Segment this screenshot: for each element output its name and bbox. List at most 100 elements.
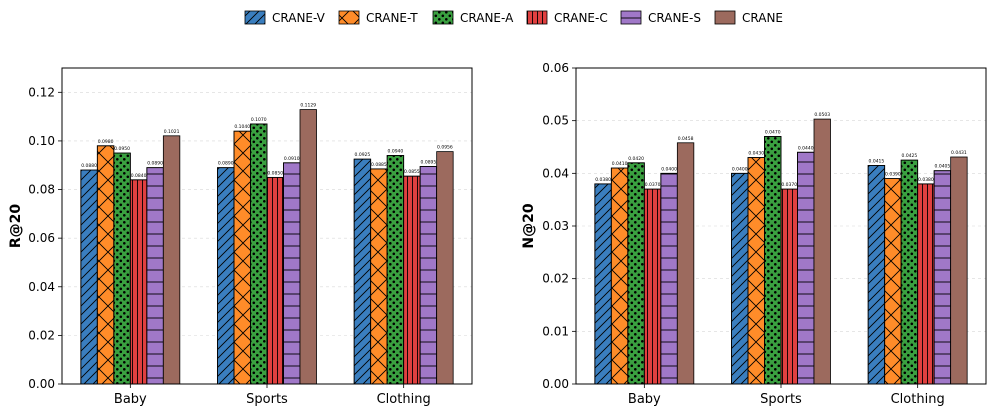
chart-panel-ndcg: 0.00 0.01 0.02 0.03 0.04 0.05 0.06 0.0380 0.0410…: [521, 61, 987, 407]
legend-label-crane-t: CRANE-T: [366, 11, 418, 25]
bar-recall-baby-crane-a-hatch: [113, 152, 131, 385]
value-label: 0.0400: [732, 166, 748, 172]
value-label: 0.0940: [388, 149, 404, 155]
value-label: 0.0890: [147, 161, 163, 167]
value-label: 0.0415: [869, 158, 885, 164]
value-label: 0.0895: [421, 159, 437, 165]
bar-recall-clothing-crane-s-hatch: [419, 166, 438, 385]
bar-recall-sports-crane-s-hatch: [283, 162, 301, 385]
y-tick-label: 0.08: [28, 183, 55, 197]
value-label: 0.1129: [300, 103, 316, 109]
bar-ndcg-sports-crane-s-hatch: [797, 151, 815, 385]
bar-ndcg-baby-crane-s-hatch: [660, 172, 678, 385]
bar-ndcg-clothing-crane-t-hatch: [884, 178, 902, 385]
value-label: 0.0400: [661, 166, 677, 172]
value-label: 0.0880: [81, 163, 97, 169]
x-tick-label-clothing: Clothing: [377, 392, 431, 407]
bar-recall-clothing-crane-t-hatch: [370, 168, 388, 385]
y-tick-label: 0.12: [28, 85, 55, 99]
bar-recall-clothing-crane-v-hatch: [353, 158, 372, 385]
legend-label-crane-c: CRANE-C: [554, 11, 608, 25]
y-tick-label: 0.02: [28, 328, 55, 342]
value-label: 0.0458: [678, 136, 694, 142]
value-label: 0.0380: [595, 177, 611, 183]
y-tick-label: 0.00: [542, 377, 569, 391]
value-label: 0.0440: [798, 145, 814, 151]
bar-ndcg-clothing-crane-v-hatch: [867, 165, 886, 385]
legend-hatch-crane-a: [433, 11, 453, 24]
bar-ndcg-sports-crane-a-hatch: [764, 136, 782, 385]
y-tick-label: 0.04: [542, 166, 569, 180]
y-tick-label: 0.02: [542, 272, 569, 286]
y-tick-label: 0.03: [542, 219, 569, 233]
bar-ndcg-sports-crane-t-hatch: [747, 157, 765, 385]
value-label: 0.0885: [371, 162, 387, 168]
x-tick-label-baby: Baby: [114, 392, 147, 407]
legend-label-crane-v: CRANE-V: [272, 11, 326, 25]
value-label: 0.0410: [612, 161, 628, 167]
value-label: 0.0405: [935, 164, 951, 170]
bar-recall-sports-crane-t-hatch: [233, 130, 251, 385]
bar-recall-sports-crane-c-hatch: [266, 176, 284, 385]
value-label: 0.0425: [902, 153, 918, 159]
bar-ndcg-clothing-crane-a-hatch: [900, 159, 919, 385]
value-label: 0.1070: [251, 117, 267, 123]
bar-ndcg-sports-crane-c-hatch: [780, 188, 798, 385]
value-label: 0.0956: [437, 145, 453, 151]
chart-panel-recall: 0.00 0.02 0.04 0.06 0.08 0.10 0.12 0.0880 0.0980…: [8, 67, 473, 407]
y-tick-label: 0.06: [542, 61, 569, 75]
value-label: 0.0890: [218, 161, 234, 167]
bar-recall-baby-crane-t-hatch: [96, 145, 115, 385]
bar-ndcg-baby-crane-c-hatch: [643, 188, 662, 385]
legend-label-crane: CRANE: [742, 11, 783, 25]
bar-ndcg-clothing-crane: [950, 156, 968, 385]
bar-recall-sports-crane-a-hatch: [250, 123, 268, 385]
bar-recall-sports-crane-v-hatch: [217, 167, 235, 385]
value-label: 0.0950: [114, 146, 130, 152]
bar-ndcg-clothing-crane-s-hatch: [933, 170, 952, 385]
bar-recall-sports-crane: [299, 109, 317, 385]
y-tick-label: 0.06: [28, 231, 55, 245]
bar-recall-baby-crane-c-hatch: [129, 179, 148, 385]
value-label: 0.0855: [404, 169, 420, 175]
bar-ndcg-sports-crane-v-hatch: [731, 172, 749, 385]
value-label: 0.0503: [814, 112, 830, 118]
plot-frame: [575, 67, 987, 385]
legend-label-crane-a: CRANE-A: [460, 11, 514, 25]
y-tick-label: 0.04: [28, 280, 55, 294]
value-label: 0.0380: [918, 177, 934, 183]
x-tick-label-clothing: Clothing: [891, 392, 945, 407]
bar-ndcg-sports-crane: [813, 118, 831, 385]
legend-swatch-crane: [714, 10, 736, 25]
value-label: 0.0420: [628, 156, 644, 162]
x-tick-label-sports: Sports: [246, 392, 288, 407]
y-tick-label: 0.05: [542, 114, 569, 128]
plot-frame: [61, 67, 473, 385]
value-label: 0.0370: [645, 182, 661, 188]
x-tick-label-baby: Baby: [628, 392, 661, 407]
value-label: 0.0470: [765, 129, 781, 135]
bar-ndcg-clothing-crane-c-hatch: [917, 183, 935, 385]
x-tick-label-sports: Sports: [760, 392, 802, 407]
value-label: 0.0850: [267, 170, 283, 176]
y-tick-label: 0.10: [28, 134, 55, 148]
bar-ndcg-baby-crane: [676, 142, 695, 385]
y-axis-label: N@20: [521, 203, 537, 248]
legend-hatch-crane-c: [527, 11, 547, 24]
value-label: 0.1040: [234, 124, 250, 130]
y-axis-label: R@20: [8, 204, 24, 249]
legend-hatch-crane-v: [245, 11, 265, 24]
value-label: 0.1021: [164, 129, 180, 135]
bar-recall-baby-crane: [162, 135, 181, 385]
bar-recall-baby-crane-s-hatch: [146, 167, 164, 385]
legend-hatch-crane-t: [339, 11, 359, 24]
value-label: 0.0390: [885, 172, 901, 178]
legend: CRANE-V CRANE-T CRANE-A CRANE-C CRANE-S CRANE: [244, 10, 783, 25]
legend-hatch-crane-s: [621, 11, 641, 24]
bar-ndcg-baby-crane-a-hatch: [627, 162, 645, 385]
value-label: 0.0980: [98, 139, 114, 145]
bar-ndcg-baby-crane-v-hatch: [594, 183, 612, 385]
bar-recall-baby-crane-v-hatch: [80, 169, 98, 385]
value-label: 0.0431: [951, 150, 967, 156]
